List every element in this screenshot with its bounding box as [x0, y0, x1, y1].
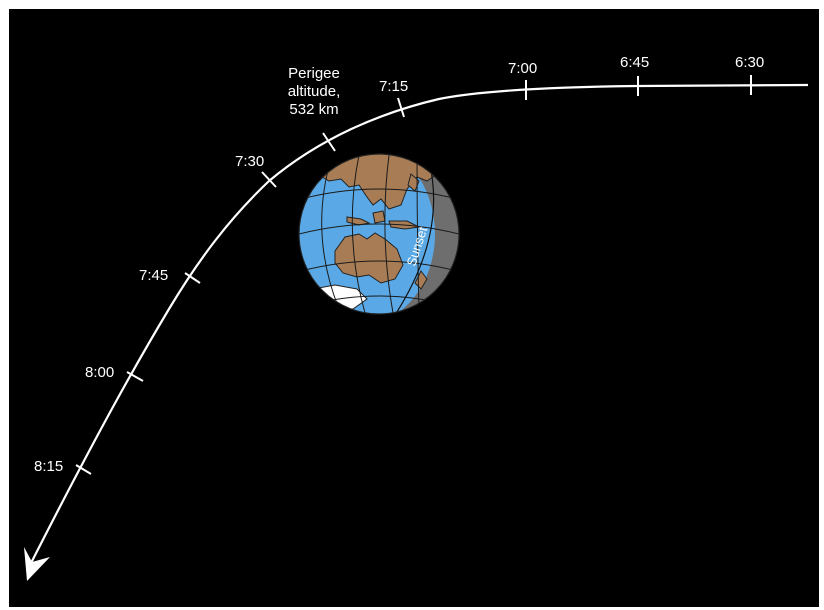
tick-marks — [75, 75, 752, 475]
earth-globe: Sunset — [298, 153, 460, 315]
time-label-700: 7:00 — [508, 60, 537, 77]
time-label-730: 7:30 — [235, 153, 264, 170]
perigee-label-line2: altitude, — [288, 83, 341, 100]
tick-815 — [75, 464, 92, 475]
perigee-label-line1: Perigee — [288, 65, 340, 82]
tick-745 — [184, 272, 201, 284]
diagram-canvas: Sunset 6:30 6:45 7:00 7:15 7:30 7:45 8:0… — [9, 9, 819, 607]
time-label-745: 7:45 — [139, 267, 168, 284]
tick-730 — [261, 171, 277, 188]
time-label-645: 6:45 — [620, 54, 649, 71]
arrowhead — [24, 547, 50, 581]
tick-715 — [397, 97, 405, 118]
time-label-800: 8:00 — [85, 364, 114, 381]
time-label-715: 7:15 — [379, 78, 408, 95]
trajectory-path — [26, 83, 809, 572]
earth-outline — [298, 153, 460, 315]
tick-perigee — [322, 132, 336, 152]
time-label-815: 8:15 — [34, 458, 63, 475]
trajectory-diagram: Sunset 6:30 6:45 7:00 7:15 7:30 7:45 8:0… — [24, 54, 809, 581]
perigee-label-line3: 532 km — [289, 101, 338, 118]
land-australia — [334, 232, 404, 284]
time-label-630: 6:30 — [735, 54, 764, 71]
tick-800 — [126, 371, 144, 382]
terminator-line — [394, 160, 435, 314]
